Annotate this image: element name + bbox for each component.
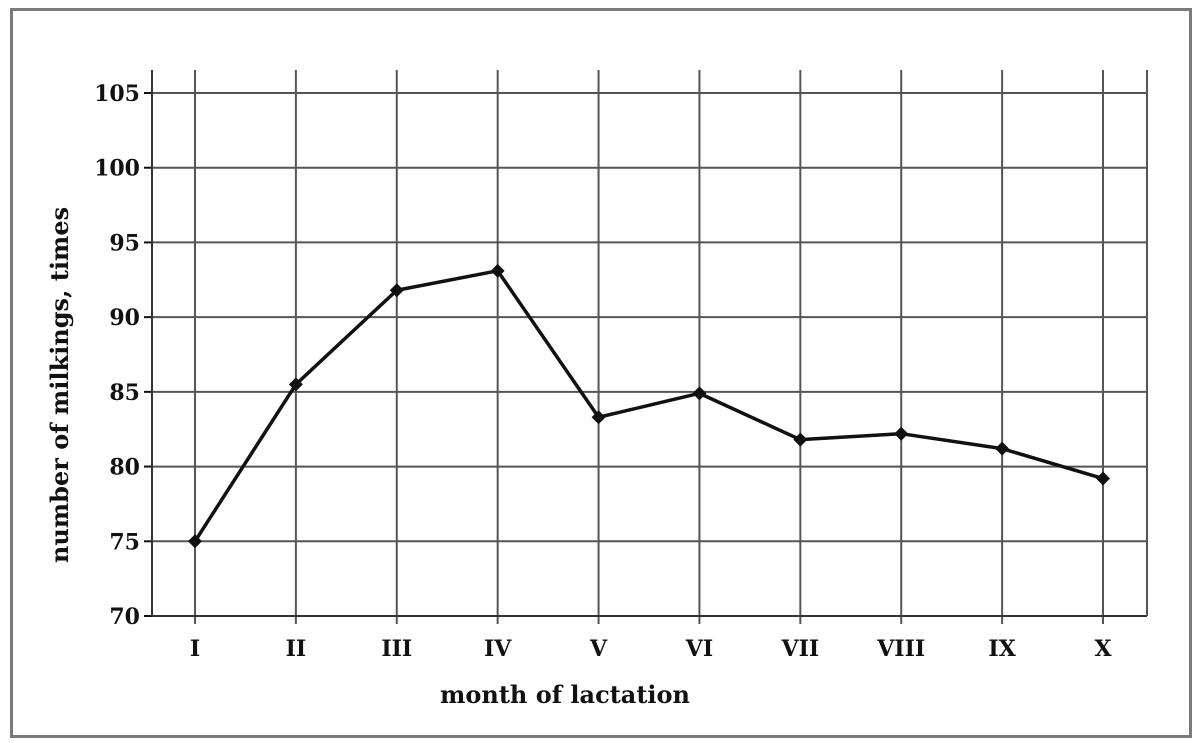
y-axis-title: number of milkings, times [45,207,74,563]
data-point [995,441,1010,456]
data-point [288,377,303,392]
x-tick-label: IV [484,636,512,662]
data-point [1096,471,1110,486]
y-tick-label: 95 [109,230,140,256]
x-tick-label: VIII [876,636,925,662]
series-group [188,263,1110,549]
axes [144,70,1148,617]
x-tick-label: III [381,636,412,662]
y-tick-label: 100 [94,156,140,182]
x-tick-label: X [1094,636,1112,662]
data-point [188,534,202,549]
data-point [793,432,808,447]
x-axis-title: month of lactation [440,680,690,709]
y-tick-labels: 70 75 80 85 90 95 100 105 [94,81,140,630]
x-tick-label: V [589,636,608,662]
x-tick-label: VI [685,636,713,662]
x-tick-labels: I II III IV V VI VII VIII IX X [190,636,1113,662]
series-line [193,269,1104,543]
y-tick-label: 85 [109,380,140,406]
data-point [591,410,606,425]
x-tick-label: I [190,636,200,662]
y-tick-label: 80 [109,455,140,481]
y-tick-label: 70 [109,604,140,630]
x-tick-label: II [286,636,307,662]
data-point [692,386,707,401]
data-point [894,426,909,441]
y-tick-label: 90 [109,305,140,331]
grid-lines [152,70,1147,624]
x-tick-label: IX [988,636,1016,662]
data-point [389,283,404,298]
x-tick-label: VII [781,636,820,662]
data-point [490,263,505,278]
y-tick-label: 105 [94,81,140,107]
y-tick-label: 75 [109,529,140,555]
